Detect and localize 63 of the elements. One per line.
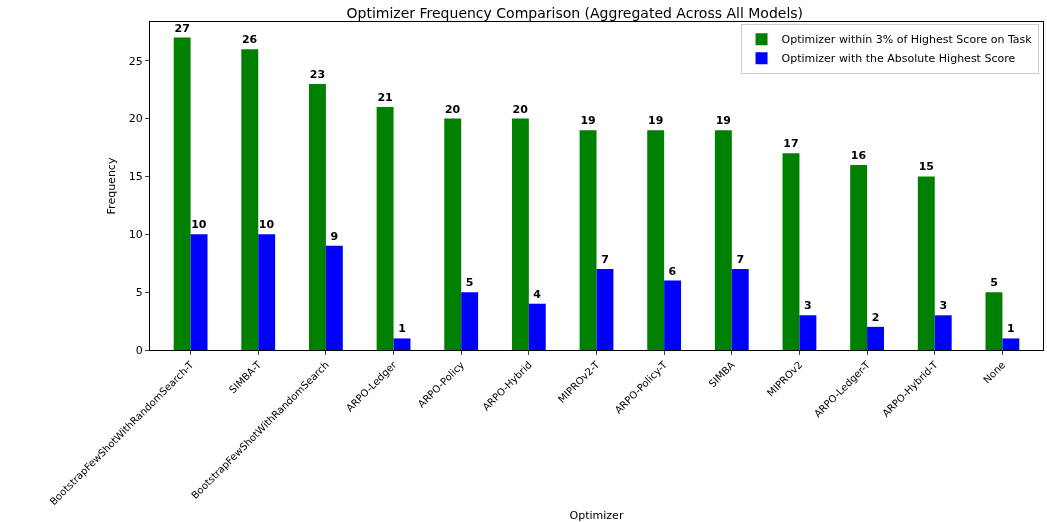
data-label: 19 [715, 114, 731, 128]
data-label: 5 [465, 276, 474, 290]
y-tick-label: 10 [128, 228, 143, 242]
data-label: 17 [783, 137, 799, 151]
bar [917, 176, 935, 350]
bar [934, 315, 952, 350]
bar [664, 280, 682, 350]
data-label: 20 [444, 102, 461, 116]
bar [731, 269, 749, 350]
bar [799, 315, 817, 350]
y-tick-label: 25 [128, 54, 143, 68]
bar [714, 130, 732, 350]
bar [867, 326, 885, 350]
data-label: 10 [191, 218, 207, 232]
bar [241, 49, 259, 350]
bar [1002, 338, 1020, 350]
bar [985, 292, 1003, 350]
bar [528, 303, 546, 350]
bar [782, 153, 800, 350]
bar [393, 338, 411, 350]
data-label: 9 [330, 229, 339, 243]
bar [647, 130, 665, 350]
bar [461, 292, 479, 350]
legend-label: Optimizer within 3% of Highest Score on Task [781, 33, 1033, 47]
data-label: 3 [939, 299, 948, 313]
data-label: 21 [377, 91, 393, 105]
data-label: 3 [804, 299, 812, 313]
data-label: 4 [533, 287, 542, 301]
data-label: 26 [241, 33, 258, 47]
data-label: 15 [918, 160, 934, 174]
bar [444, 118, 462, 350]
data-label: 6 [668, 264, 677, 278]
y-axis-title: Frequency [105, 157, 119, 215]
y-tick-label: 15 [128, 170, 143, 184]
chart-title: Optimizer Frequency Comparison (Aggregated Across All Models) [346, 4, 804, 21]
data-label: 5 [990, 276, 998, 290]
legend-label: Optimizer with the Absolute Highest Score [781, 52, 1016, 66]
bar [850, 164, 868, 350]
bar [325, 245, 343, 350]
bar [308, 83, 326, 350]
bar [190, 234, 208, 350]
data-label: 1 [1007, 322, 1015, 336]
bar [511, 118, 529, 350]
x-axis-title: Optimizer [569, 509, 624, 522]
data-label: 2 [871, 310, 880, 324]
data-label: 20 [512, 102, 529, 116]
data-label: 16 [850, 148, 867, 162]
bar [579, 130, 597, 350]
bar [258, 234, 276, 350]
data-label: 27 [174, 21, 190, 35]
data-label: 1 [398, 322, 406, 336]
bar [376, 107, 394, 350]
data-label: 7 [601, 253, 609, 267]
data-label: 10 [258, 218, 275, 232]
data-label: 19 [648, 114, 664, 128]
y-tick-label: 5 [135, 286, 143, 299]
data-label: 19 [580, 114, 596, 128]
data-label: 7 [736, 253, 745, 267]
y-tick-label: 0 [135, 343, 143, 357]
y-tick-label: 20 [128, 112, 143, 126]
data-label: 23 [309, 67, 326, 81]
bar [173, 37, 191, 350]
bar [596, 269, 614, 350]
